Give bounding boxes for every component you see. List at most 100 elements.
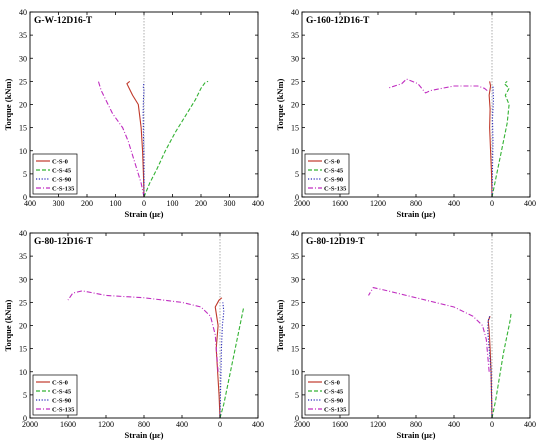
series-line-c-s-90 [487, 316, 493, 418]
x-tick-label: 1200 [98, 420, 114, 429]
x-tick-label: 400 [24, 199, 36, 208]
x-tick-label: 400 [524, 199, 536, 208]
x-tick-label: 400 [448, 199, 460, 208]
y-tick-label: 5 [295, 391, 299, 400]
y-tick-label: 35 [19, 252, 27, 261]
y-tick-label: 20 [291, 101, 299, 110]
y-tick-label: 40 [291, 8, 299, 17]
series-line-c-s-45 [219, 306, 245, 418]
x-tick-label: 2000 [22, 420, 38, 429]
y-tick-label: 25 [291, 77, 299, 86]
y-tick-label: 30 [19, 54, 27, 63]
y-tick-label: 35 [291, 252, 299, 261]
y-axis-label: Torque (kNm) [3, 78, 13, 130]
x-tick-label: 2000 [294, 420, 310, 429]
y-tick-label: 30 [19, 275, 27, 284]
x-tick-label: 1200 [370, 420, 386, 429]
series-line-c-s-135 [387, 78, 488, 94]
y-axis-label: Torque (kNm) [3, 299, 13, 351]
series-group [387, 78, 510, 197]
y-tick-label: 10 [19, 368, 27, 377]
y-tick-label: 10 [291, 147, 299, 156]
legend-label: C-S-90 [324, 176, 343, 183]
y-tick-label: 0 [23, 193, 27, 202]
panel-tr: 2000 1600 1200 800 400 0 400 0 5 10 15 20 25 30 35 40 G-… [275, 8, 536, 219]
panel-tl: 400 300 200 100 0 100 200 300 400051015202530354… [3, 8, 264, 219]
panel-title: G-W-12D16-T [34, 16, 93, 26]
x-tick-label: 300 [53, 199, 65, 208]
y-tick-label: 15 [291, 345, 299, 354]
y-tick-label: 0 [23, 414, 27, 423]
x-tick-label: 100 [110, 199, 122, 208]
legend-label: C-S-135 [52, 185, 75, 192]
series-line-c-s-135 [368, 287, 490, 372]
legend-label: C-S-135 [52, 406, 75, 413]
y-tick-label: 5 [295, 170, 299, 179]
legend-label: C-S-90 [324, 397, 343, 404]
y-tick-label: 35 [291, 31, 299, 40]
series-group [67, 290, 245, 418]
y-tick-label: 15 [291, 124, 299, 133]
legend-label: C-S-90 [52, 176, 71, 183]
x-tick-label: 2000 [294, 199, 310, 208]
y-tick-label: 10 [291, 368, 299, 377]
legend-label: C-S-135 [324, 185, 347, 192]
y-tick-label: 40 [19, 8, 27, 17]
panel-br: 2000 1600 1200 800 400 0 400 0 5 10 15 20 25 30 35 40 G-… [275, 229, 536, 440]
x-tick-label: 400 [252, 420, 264, 429]
legend: C-S-0 C-S-45 C-S-90 C-S-135 [304, 374, 350, 416]
x-tick-label: 400 [176, 420, 188, 429]
series-line-c-s-90 [219, 302, 225, 418]
x-tick-label: 400 [524, 420, 536, 429]
x-tick-label: 400 [252, 199, 264, 208]
legend-label: C-S-135 [324, 406, 347, 413]
x-axis-label: Strain (με) [397, 209, 436, 219]
legend: C-S-0 C-S-45 C-S-90 C-S-135 [32, 374, 78, 416]
x-tick-label: 800 [410, 420, 422, 429]
y-axis-label: Torque (kNm) [275, 78, 285, 130]
x-tick-label: 1600 [332, 420, 348, 429]
y-tick-label: 15 [19, 124, 27, 133]
y-tick-label: 0 [295, 193, 299, 202]
y-tick-label: 20 [19, 322, 27, 331]
series-line-c-s-90 [491, 85, 494, 197]
y-axis-label: Torque (kNm) [275, 299, 285, 351]
y-tick-label: 30 [291, 275, 299, 284]
legend: C-S-0 C-S-45 C-S-90 C-S-135 [304, 153, 350, 195]
y-tick-label: 25 [291, 298, 299, 307]
legend-label: C-S-0 [52, 158, 68, 165]
legend-label: C-S-45 [324, 388, 344, 395]
panel-title: G-160-12D16-T [306, 16, 370, 26]
x-tick-label: 0 [490, 199, 494, 208]
x-tick-label: 200 [195, 199, 207, 208]
series-line-c-s-135 [97, 81, 145, 197]
legend-label: C-S-0 [324, 379, 340, 386]
panel-title: G-80-12D19-T [306, 237, 365, 247]
series-line-c-s-45 [491, 80, 510, 197]
legend-label: C-S-45 [52, 388, 72, 395]
x-tick-label: 0 [490, 420, 494, 429]
y-tick-label: 0 [295, 414, 299, 423]
series-group [97, 80, 209, 197]
panel-bl: 2000 1600 1200 800 400 0 400 0 5 10 15 20 25 30 35 40 G-… [3, 229, 264, 440]
legend-label: C-S-0 [324, 158, 340, 165]
x-axis-label: Strain (με) [125, 209, 164, 219]
y-tick-label: 40 [291, 229, 299, 238]
x-tick-label: 1600 [60, 420, 76, 429]
x-tick-label: 800 [138, 420, 150, 429]
series-line-c-s-0 [126, 80, 145, 197]
y-tick-label: 25 [19, 298, 27, 307]
series-line-c-s-135 [67, 290, 219, 372]
series-line-c-s-45 [143, 80, 209, 197]
x-tick-label: 0 [218, 420, 222, 429]
y-tick-label: 40 [19, 229, 27, 238]
series-line-c-s-0 [214, 297, 223, 418]
y-tick-label: 20 [291, 322, 299, 331]
x-tick-label: 400 [448, 420, 460, 429]
x-tick-label: 0 [142, 199, 146, 208]
series-line-c-s-90 [142, 83, 145, 197]
y-tick-label: 5 [23, 391, 27, 400]
panel-title: G-80-12D16-T [34, 237, 93, 247]
